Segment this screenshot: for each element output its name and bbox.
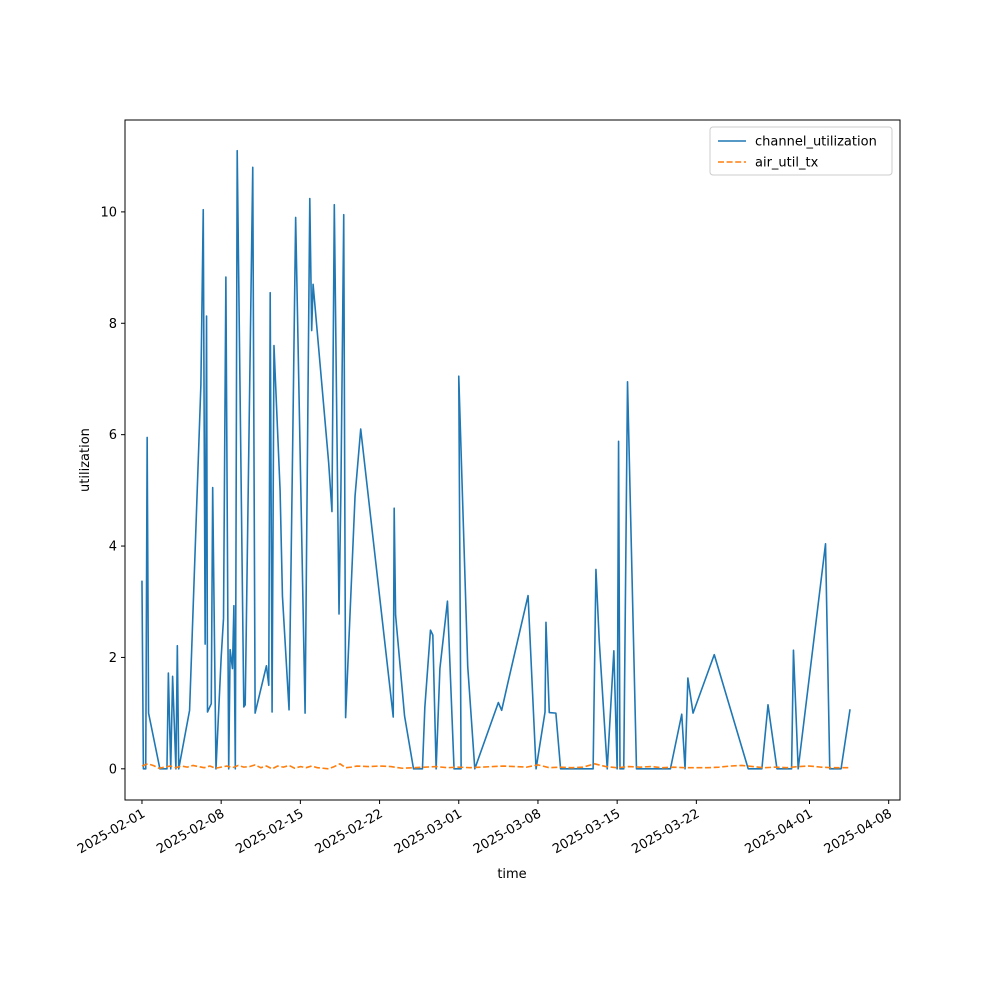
x-tick-label: 2025-03-22 bbox=[629, 806, 702, 857]
y-tick-label: 4 bbox=[109, 540, 117, 555]
y-tick-label: 2 bbox=[109, 651, 117, 666]
legend-label-air-util-tx: air_util_tx bbox=[755, 156, 819, 171]
legend-box bbox=[709, 126, 893, 176]
y-tick-label: 0 bbox=[109, 762, 117, 777]
y-tick-label: 8 bbox=[109, 317, 117, 332]
x-tick-label: 2025-04-01 bbox=[743, 806, 816, 857]
x-tick-label: 2025-03-01 bbox=[392, 806, 465, 857]
series-line-air-util-tx bbox=[141, 763, 851, 770]
x-axis: 2025-02-01 2025-02-08 2025-02-15 2025-02-22… bbox=[75, 800, 895, 857]
x-tick-label: 2025-02-08 bbox=[154, 806, 227, 857]
legend-label-channel-utilization: channel_utilization bbox=[755, 135, 877, 150]
x-tick-label: 2025-03-15 bbox=[550, 806, 623, 857]
y-tick-label: 10 bbox=[100, 205, 117, 220]
plot-border bbox=[124, 119, 901, 801]
y-tick-label: 6 bbox=[109, 428, 117, 443]
x-tick-label: 2025-04-08 bbox=[822, 806, 895, 857]
y-axis: 0 2 4 6 8 10 bbox=[100, 205, 125, 777]
x-tick-label: 2025-02-22 bbox=[313, 806, 386, 857]
x-tick-label: 2025-02-01 bbox=[75, 806, 148, 857]
legend: channel_utilization air_util_tx bbox=[709, 126, 893, 176]
x-tick-label: 2025-03-08 bbox=[471, 806, 544, 857]
series-layer bbox=[141, 149, 851, 770]
y-axis-label: utilization bbox=[78, 428, 93, 492]
x-axis-label: time bbox=[497, 867, 526, 882]
x-tick-label: 2025-02-15 bbox=[233, 806, 306, 857]
series-line-channel-utilization bbox=[141, 149, 851, 770]
